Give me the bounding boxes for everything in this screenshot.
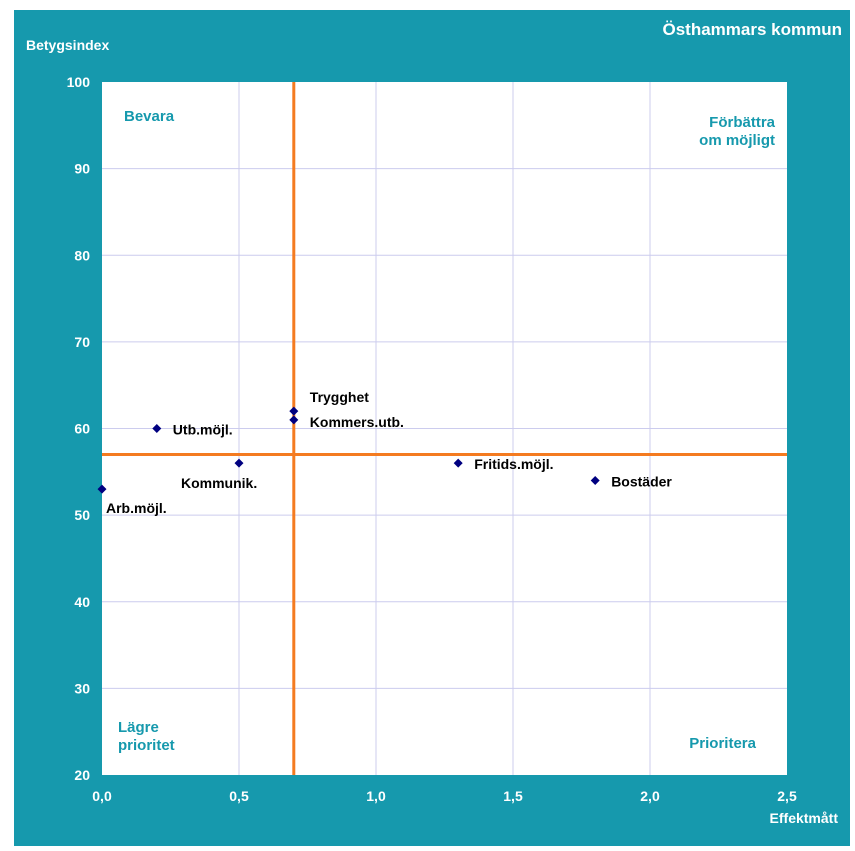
quadrant-label-bottom-left: Lägre: [118, 719, 159, 736]
data-point-label: Kommers.utb.: [310, 414, 404, 430]
data-point-label: Trygghet: [310, 389, 369, 405]
x-tick-label: 1,5: [503, 788, 523, 804]
data-point: [453, 458, 463, 468]
data-point: [97, 484, 107, 494]
quadrant-label-top-right: Förbättra: [709, 114, 775, 131]
x-tick-label: 0,0: [92, 788, 112, 804]
y-tick-label: 80: [74, 247, 90, 263]
y-tick-label: 70: [74, 334, 90, 350]
y-tick-label: 90: [74, 161, 90, 177]
scatter-plot: 0,0 0,5 1,0 1,5 2,0 2,5 20 30 40 50 60 70 80 90 100 Bev…: [67, 74, 797, 804]
y-tick-label: 50: [74, 507, 90, 523]
y-tick-label: 60: [74, 421, 90, 437]
chart-frame: Östhammars kommun Betygsindex Effektmått…: [14, 10, 850, 846]
y-axis-label: Betygsindex: [26, 37, 110, 53]
data-point: [289, 406, 299, 416]
data-point-label: Utb.möjl.: [173, 422, 233, 438]
x-tick-label: 1,0: [366, 788, 386, 804]
quadrant-label-top-right: om möjligt: [699, 132, 775, 149]
y-tick-label: 40: [74, 594, 90, 610]
quadrant-label-bottom-right: Prioritera: [689, 735, 756, 752]
y-tick-label: 100: [67, 74, 91, 90]
chart-title: Östhammars kommun: [662, 20, 843, 39]
data-point-label: Arb.möjl.: [106, 500, 167, 516]
x-tick-label: 2,0: [640, 788, 660, 804]
data-point-label: Fritids.möjl.: [474, 456, 553, 472]
x-axis-label: Effektmått: [769, 810, 838, 826]
data-point: [234, 458, 244, 468]
data-point-label: Bostäder: [611, 473, 672, 489]
quadrant-label-bottom-left: prioritet: [118, 737, 175, 754]
quadrant-label-top-left: Bevara: [124, 108, 175, 125]
data-point-label: Kommunik.: [181, 475, 257, 491]
data-point: [152, 424, 162, 433]
x-tick-label: 2,5: [777, 788, 797, 804]
data-point: [590, 475, 600, 485]
y-tick-label: 30: [74, 680, 90, 696]
data-point: [289, 415, 299, 425]
x-tick-label: 0,5: [229, 788, 249, 804]
y-tick-label: 20: [74, 767, 90, 783]
